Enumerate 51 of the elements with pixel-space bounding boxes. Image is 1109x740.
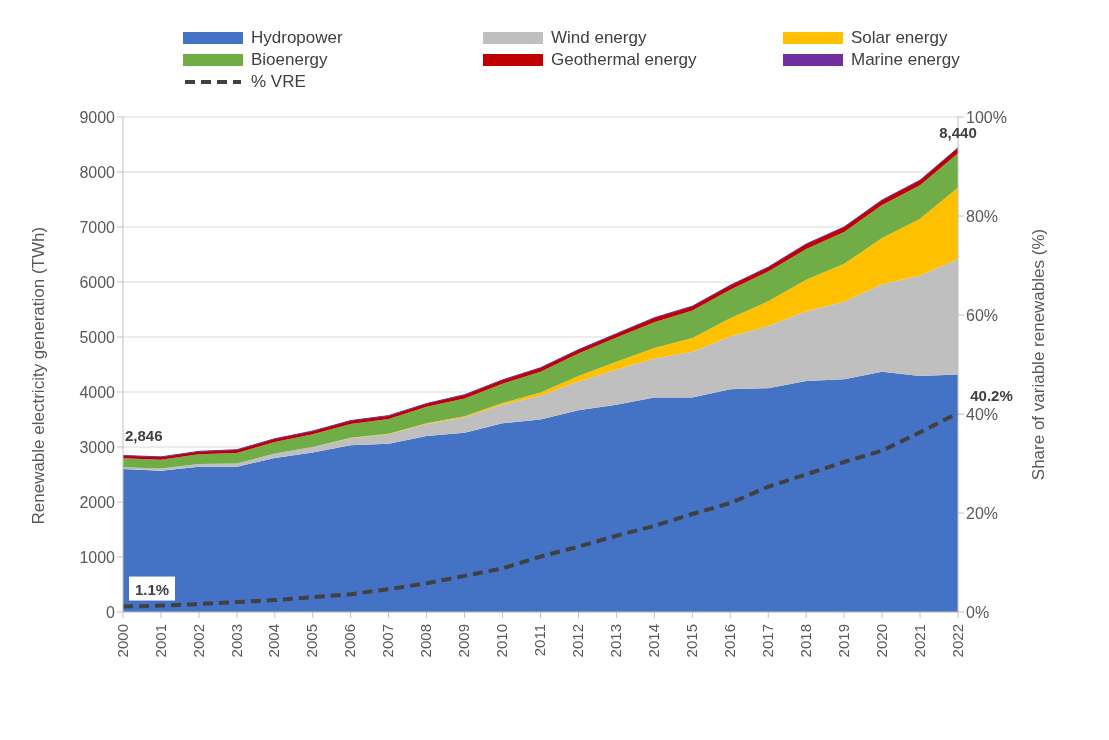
y-tick-label: 6000 bbox=[79, 273, 116, 291]
x-tick-label: 2003 bbox=[227, 624, 245, 658]
x-tick-label: 2018 bbox=[796, 624, 814, 658]
y-tick-label: 2000 bbox=[79, 493, 116, 511]
x-tick-label: 2019 bbox=[834, 624, 852, 658]
x-tick-label: 2001 bbox=[151, 624, 169, 658]
x-tick-label: 2022 bbox=[948, 624, 966, 658]
y-tick-label: 7000 bbox=[79, 218, 116, 236]
y2-tick-label: 20% bbox=[966, 504, 999, 522]
legend-label: Bioenergy bbox=[251, 50, 328, 70]
x-tick-label: 2006 bbox=[341, 624, 359, 658]
x-tick-label: 2021 bbox=[910, 624, 928, 658]
legend-label: % VRE bbox=[251, 72, 306, 92]
x-tick-label: 2020 bbox=[872, 624, 890, 658]
y-tick-label: 9000 bbox=[79, 108, 116, 126]
y-tick-label: 8000 bbox=[79, 163, 116, 181]
y-axis-title: Renewable electricity generation (TWh) bbox=[29, 226, 49, 525]
y-tick-label: 3000 bbox=[79, 438, 116, 456]
x-tick-label: 2008 bbox=[417, 624, 435, 658]
y2-tick-label: 60% bbox=[966, 306, 999, 324]
x-tick-label: 2010 bbox=[493, 624, 511, 658]
x-tick-label: 2002 bbox=[189, 624, 207, 658]
legend-label: Hydropower bbox=[251, 28, 343, 48]
data-label: 1.1% bbox=[134, 580, 170, 598]
y2-tick-label: 100% bbox=[966, 108, 1007, 126]
x-tick-label: 2015 bbox=[682, 624, 700, 658]
legend-label: Wind energy bbox=[551, 28, 647, 48]
total-label: 2,846 bbox=[125, 427, 163, 445]
y-tick-label: 0 bbox=[106, 603, 116, 621]
x-tick-label: 2009 bbox=[455, 624, 473, 658]
legend-label: Solar energy bbox=[851, 28, 948, 48]
x-tick-label: 2016 bbox=[720, 624, 738, 658]
x-tick-label: 2013 bbox=[607, 624, 625, 658]
x-tick-label: 2014 bbox=[645, 624, 663, 658]
legend-label: Geothermal energy bbox=[551, 50, 697, 70]
y2-tick-label: 80% bbox=[966, 207, 999, 225]
x-tick-label: 2012 bbox=[569, 624, 587, 658]
x-tick-label: 2011 bbox=[531, 624, 549, 657]
total-label: 8,440 bbox=[939, 123, 977, 141]
x-tick-label: 2004 bbox=[265, 624, 283, 658]
y-tick-label: 5000 bbox=[79, 328, 116, 346]
legend-label: Marine energy bbox=[851, 50, 960, 70]
y2-tick-label: 0% bbox=[966, 603, 990, 621]
data-label: 40.2% bbox=[970, 387, 1013, 405]
x-tick-label: 2005 bbox=[303, 624, 321, 658]
x-tick-label: 2007 bbox=[379, 624, 397, 658]
y-tick-label: 1000 bbox=[79, 548, 116, 566]
y2-axis-title: Share of variable renewables (%) bbox=[1029, 228, 1049, 481]
y2-tick-label: 40% bbox=[966, 405, 999, 423]
x-tick-label: 2017 bbox=[758, 624, 776, 658]
y-tick-label: 4000 bbox=[79, 383, 116, 401]
